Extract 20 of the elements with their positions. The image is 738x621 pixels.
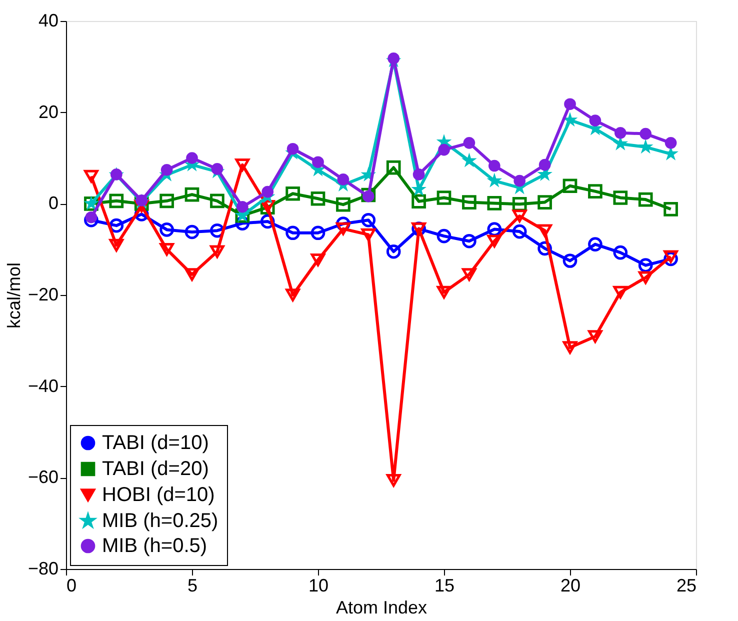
x-tick-label: 10 (308, 576, 329, 596)
legend-label: HOBI (d=10) (102, 484, 215, 506)
x-tick-label: 25 (676, 576, 696, 596)
legend-label: MIB (h=0.5) (102, 535, 208, 557)
legend-label: MIB (h=0.25) (102, 510, 218, 532)
x-tick-label: 0 (66, 576, 77, 596)
y-tick-label: 40 (38, 10, 58, 30)
y-axis-title: kcal/mol (4, 262, 24, 329)
legend-label: TABI (d=20) (102, 458, 209, 480)
x-tick-label: 5 (187, 576, 198, 596)
x-axis-title: Atom Index (336, 598, 428, 618)
y-tick-label: 20 (38, 102, 58, 122)
y-tick-label: −80 (28, 558, 58, 578)
y-tick-label: −60 (28, 467, 58, 488)
y-tick-label: 0 (48, 193, 58, 214)
y-tick-label: −20 (28, 284, 58, 304)
x-tick-label: 20 (560, 576, 581, 596)
legend-label: TABI (d=10) (102, 432, 209, 454)
y-tick-label: −40 (28, 376, 58, 396)
x-tick-label: 15 (434, 576, 455, 596)
